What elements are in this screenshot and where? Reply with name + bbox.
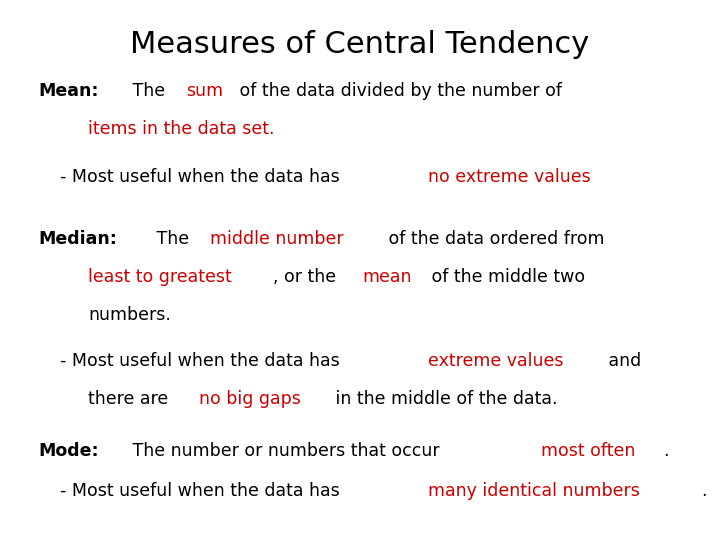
Text: no extreme values: no extreme values xyxy=(428,168,591,186)
Text: Mean:: Mean: xyxy=(38,82,99,100)
Text: - Most useful when the data has: - Most useful when the data has xyxy=(60,168,346,186)
Text: - Most useful when the data has: - Most useful when the data has xyxy=(60,352,346,370)
Text: items in the data set.: items in the data set. xyxy=(88,120,274,138)
Text: , or the: , or the xyxy=(274,268,342,286)
Text: mean: mean xyxy=(362,268,412,286)
Text: no big gaps: no big gaps xyxy=(199,390,300,408)
Text: in the middle of the data.: in the middle of the data. xyxy=(330,390,557,408)
Text: The: The xyxy=(116,82,171,100)
Text: - Most useful when the data has: - Most useful when the data has xyxy=(60,482,346,500)
Text: .: . xyxy=(701,482,707,500)
Text: Median:: Median: xyxy=(38,230,117,248)
Text: many identical numbers: many identical numbers xyxy=(428,482,640,500)
Text: sum: sum xyxy=(186,82,224,100)
Text: of the middle two: of the middle two xyxy=(426,268,585,286)
Text: The: The xyxy=(140,230,194,248)
Text: and: and xyxy=(603,352,641,370)
Text: most often: most often xyxy=(541,442,635,460)
Text: The number or numbers that occur: The number or numbers that occur xyxy=(116,442,446,460)
Text: of the data ordered from: of the data ordered from xyxy=(382,230,604,248)
Text: middle number: middle number xyxy=(210,230,344,248)
Text: of the data divided by the number of: of the data divided by the number of xyxy=(235,82,562,100)
Text: extreme values: extreme values xyxy=(428,352,564,370)
Text: there are: there are xyxy=(88,390,174,408)
Text: least to greatest: least to greatest xyxy=(88,268,232,286)
Text: numbers.: numbers. xyxy=(88,306,171,324)
Text: .: . xyxy=(662,442,668,460)
Text: Measures of Central Tendency: Measures of Central Tendency xyxy=(130,30,590,59)
Text: Mode:: Mode: xyxy=(38,442,99,460)
